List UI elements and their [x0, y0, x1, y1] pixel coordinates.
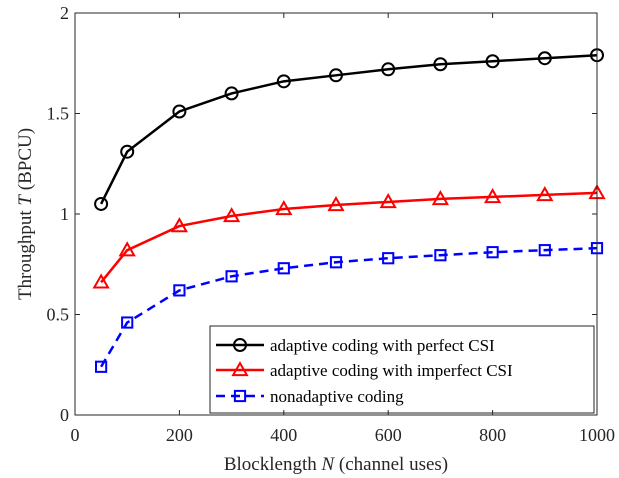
- y-tick-label: 0: [60, 405, 69, 425]
- legend-label: adaptive coding with imperfect CSI: [270, 361, 513, 380]
- data-point: [434, 249, 447, 262]
- data-point: [277, 262, 290, 275]
- legend-label: adaptive coding with perfect CSI: [270, 336, 495, 355]
- data-point: [172, 104, 187, 119]
- legend-label: nonadaptive coding: [270, 387, 404, 406]
- x-tick-label: 800: [479, 425, 506, 445]
- data-point: [537, 51, 552, 66]
- legend-entry: adaptive coding with imperfect CSI: [216, 361, 513, 380]
- legend: adaptive coding with perfect CSI adaptive…: [209, 325, 595, 414]
- series-1: [94, 48, 604, 211]
- data-point: [120, 144, 135, 159]
- x-axis-label: Blocklength N (channel uses): [224, 454, 448, 475]
- data-point: [486, 246, 499, 259]
- data-point: [536, 185, 554, 202]
- x-tick-label: 400: [270, 425, 297, 445]
- data-point: [94, 196, 109, 211]
- legend-marker: [231, 361, 249, 377]
- series-line: [100, 246, 598, 368]
- data-point: [431, 190, 450, 206]
- x-tick-label: 200: [166, 425, 193, 445]
- series-line: [100, 191, 598, 284]
- data-point: [483, 187, 502, 204]
- y-tick-label: 1: [60, 204, 69, 224]
- legend-marker: [233, 338, 247, 352]
- data-point: [329, 256, 343, 269]
- data-point: [379, 193, 397, 209]
- series-line: [99, 53, 598, 205]
- data-point: [276, 74, 291, 89]
- data-point: [222, 207, 241, 223]
- data-point: [538, 244, 551, 257]
- data-point: [121, 316, 134, 329]
- data-point: [170, 217, 189, 233]
- y-tick-label: 0.5: [47, 305, 70, 325]
- x-tick-label: 1000: [579, 425, 615, 445]
- data-point: [95, 360, 108, 373]
- data-point: [275, 200, 293, 216]
- data-point: [381, 62, 396, 77]
- y-axis-label: Throughput T (BPCU): [15, 128, 36, 300]
- data-point: [225, 270, 238, 283]
- data-point: [118, 241, 136, 257]
- data-point: [173, 284, 186, 297]
- y-tick-label: 2: [60, 3, 69, 23]
- x-tick-label: 600: [375, 425, 402, 445]
- data-point: [433, 57, 448, 72]
- legend-entry: adaptive coding with perfect CSI: [216, 336, 495, 355]
- y-tick-label: 1.5: [47, 104, 70, 124]
- legend-box: [209, 325, 595, 414]
- data-point: [224, 86, 239, 101]
- data-point: [382, 252, 395, 265]
- data-point: [327, 196, 345, 212]
- legend-entry: nonadaptive coding: [216, 387, 404, 406]
- data-point: [92, 273, 110, 289]
- data-point: [329, 68, 343, 83]
- x-tick-label: 0: [71, 425, 80, 445]
- legend-marker: [233, 389, 247, 403]
- data-point: [485, 54, 500, 69]
